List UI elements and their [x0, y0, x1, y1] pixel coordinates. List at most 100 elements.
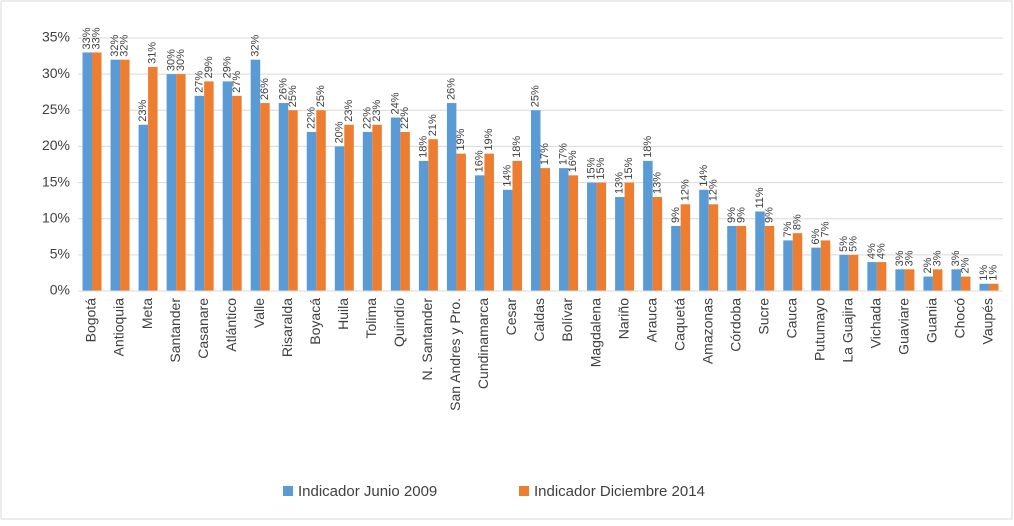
- data-label: 33%: [91, 27, 103, 49]
- data-label: 2%: [960, 257, 972, 273]
- data-label: 20%: [333, 121, 345, 143]
- bar: [876, 262, 887, 291]
- bar: [960, 276, 971, 291]
- data-label: 12%: [707, 179, 719, 201]
- data-label: 29%: [221, 56, 233, 78]
- bar: [176, 74, 186, 292]
- data-label: 32%: [119, 34, 131, 56]
- bar: [596, 182, 607, 291]
- data-label: 16%: [567, 150, 579, 172]
- data-label: 12%: [679, 179, 691, 201]
- y-tick-label: 25%: [42, 101, 70, 117]
- data-label: 32%: [109, 34, 121, 56]
- data-label: 7%: [782, 221, 794, 237]
- x-tick-label: Vichada: [868, 298, 884, 349]
- bar: [390, 117, 401, 291]
- bar: [474, 175, 485, 291]
- bar: [811, 247, 821, 291]
- bar: [783, 240, 793, 291]
- bar: [540, 168, 550, 291]
- data-label: 14%: [698, 165, 710, 187]
- data-label: 19%: [483, 128, 495, 150]
- bar: [652, 197, 663, 291]
- legend-label: Indicador Junio 2009: [298, 483, 437, 500]
- bar: [316, 110, 326, 292]
- data-label: 22%: [399, 107, 411, 129]
- legend-swatch: [283, 486, 293, 496]
- data-label: 25%: [530, 85, 542, 107]
- bar: [904, 269, 915, 291]
- legend-label: Indicador Diciembre 2014: [534, 483, 705, 500]
- data-label: 29%: [203, 56, 215, 78]
- data-label: 30%: [165, 49, 177, 71]
- data-label: 18%: [511, 136, 523, 158]
- bar: [643, 160, 653, 291]
- bar: [932, 269, 943, 291]
- data-label: 17%: [558, 143, 570, 165]
- bar: [820, 240, 831, 291]
- data-label: 9%: [670, 207, 682, 223]
- x-tick-label: Santander: [167, 298, 183, 363]
- x-tick-label: Bolívar: [559, 298, 575, 342]
- bar: [895, 269, 905, 291]
- data-label: 4%: [866, 243, 878, 259]
- bar: [671, 225, 681, 291]
- bar: [372, 124, 382, 291]
- data-label: 21%: [427, 114, 439, 136]
- data-label: 22%: [361, 107, 373, 129]
- data-label: 3%: [904, 250, 916, 266]
- x-tick-label: Cundinamarca: [475, 298, 491, 389]
- bar: [288, 110, 298, 292]
- data-label: 9%: [735, 207, 747, 223]
- x-tick-label: Guaviare: [896, 298, 912, 355]
- data-label: 26%: [277, 78, 289, 100]
- data-label: 33%: [81, 27, 93, 49]
- data-label: 18%: [642, 136, 654, 158]
- bar: [624, 182, 635, 291]
- y-tick-label: 35%: [42, 29, 70, 45]
- x-tick-label: Córdoba: [727, 298, 743, 352]
- bar: [456, 153, 466, 291]
- bar: [559, 168, 569, 291]
- x-tick-label: Quindío: [391, 298, 407, 347]
- y-tick-label: 0%: [50, 282, 70, 298]
- x-tick-label: Magdalena: [587, 298, 603, 367]
- data-label: 23%: [371, 100, 383, 122]
- data-label: 16%: [474, 150, 486, 172]
- bar: [334, 146, 345, 291]
- data-label: 13%: [614, 172, 626, 194]
- data-label: 14%: [502, 165, 514, 187]
- data-label: 8%: [791, 214, 803, 230]
- data-label: 27%: [231, 71, 243, 93]
- bar: [428, 139, 438, 291]
- bar: [736, 225, 747, 291]
- bar: [988, 283, 999, 291]
- bar: [512, 160, 522, 291]
- x-tick-label: San Andres y Pro.: [447, 298, 463, 411]
- bar: [867, 262, 877, 291]
- bar: [92, 52, 102, 292]
- x-tick-label: Chocó: [952, 298, 968, 339]
- data-label: 18%: [418, 136, 430, 158]
- bar: [260, 103, 270, 291]
- bar: [138, 124, 149, 291]
- data-label: 31%: [147, 42, 159, 64]
- x-tick-label: Huila: [335, 298, 351, 330]
- bar: [278, 103, 289, 291]
- x-tick-label: Casanare: [195, 298, 211, 359]
- data-label: 3%: [932, 250, 944, 266]
- bar: [848, 254, 859, 291]
- bar: [400, 131, 410, 291]
- x-tick-label: Atlántico: [223, 298, 239, 352]
- data-label: 15%: [595, 157, 607, 179]
- x-tick-label: Putumayo: [812, 298, 828, 361]
- bar: [708, 204, 719, 291]
- data-label: 4%: [876, 243, 888, 259]
- x-tick-label: Nariño: [615, 298, 631, 339]
- data-label: 32%: [249, 34, 261, 56]
- bar: [951, 269, 961, 291]
- bar: [204, 81, 214, 291]
- data-label: 3%: [950, 250, 962, 266]
- data-label: 11%: [754, 187, 766, 208]
- data-label: 15%: [623, 157, 635, 179]
